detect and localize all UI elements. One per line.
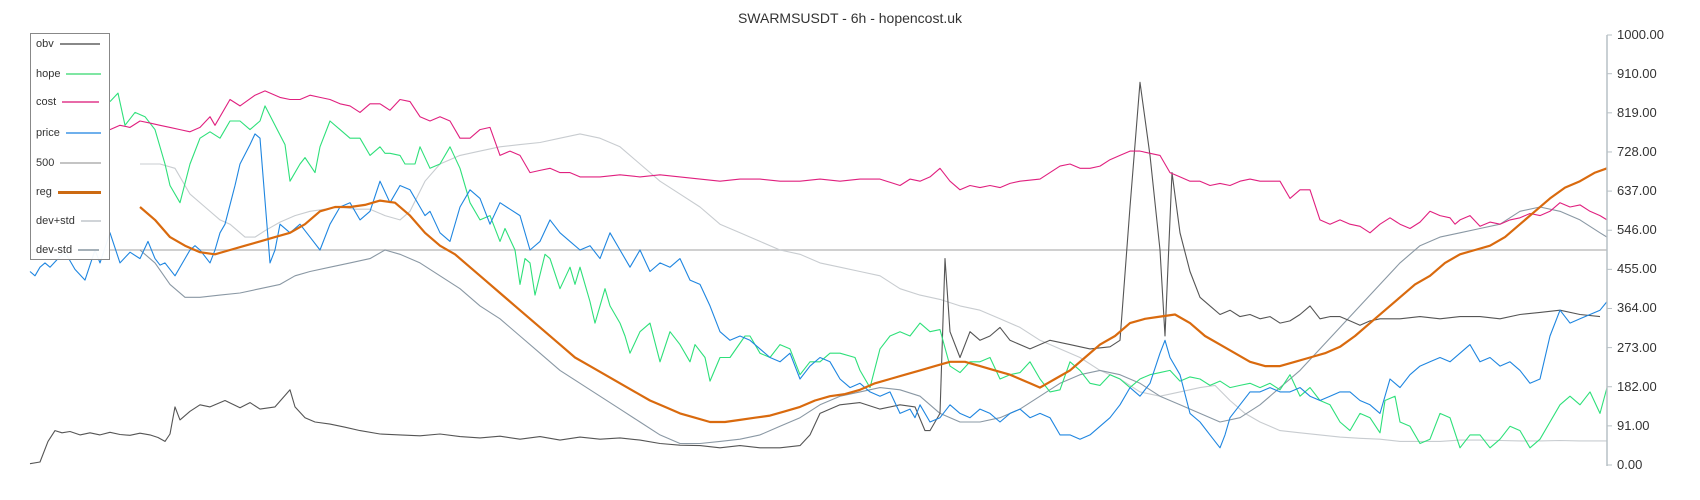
legend-item-dev-minus-std[interactable]: dev-std [36, 244, 100, 256]
y-tick-label: 546.00 [1617, 222, 1657, 238]
legend-swatch-dev-plus-std [80, 220, 101, 222]
y-tick-label: 728.00 [1617, 143, 1657, 159]
y-tick-label: 364.00 [1617, 300, 1657, 316]
legend-swatch-500 [60, 162, 102, 164]
legend-item-reg[interactable]: reg [36, 186, 101, 198]
y-tick-label: 637.00 [1617, 183, 1657, 199]
y-tick-label: 273.00 [1617, 339, 1657, 355]
legend-item-hope[interactable]: hope [36, 68, 102, 80]
series-reg [139, 167, 1608, 424]
legend-swatch-price [65, 132, 101, 134]
y-tick-label: 819.00 [1617, 104, 1657, 120]
legend-item-obv[interactable]: obv [36, 38, 100, 50]
series-dev-plus-std [140, 133, 1607, 442]
y-tick-label: 91.00 [1617, 417, 1650, 433]
legend: obv hope cost price 500 reg dev+std dev-… [30, 33, 110, 260]
series-obv [29, 81, 1601, 465]
y-tick-label: 910.00 [1617, 65, 1657, 81]
y-tick-label: 455.00 [1617, 261, 1657, 277]
y-axis-ticks [1607, 34, 1612, 466]
legend-item-500[interactable]: 500 [36, 157, 102, 169]
series-cost [109, 90, 1608, 234]
legend-item-dev-plus-std[interactable]: dev+std [36, 215, 101, 227]
legend-item-cost[interactable]: cost [36, 96, 100, 108]
series-price [29, 133, 1608, 449]
legend-swatch-hope [66, 73, 102, 75]
legend-item-price[interactable]: price [36, 127, 101, 139]
series-dev-std [139, 206, 1608, 445]
legend-swatch-obv [59, 43, 100, 45]
legend-swatch-cost [62, 101, 100, 103]
chart-title: SWARMSUSDT - 6h - hopencost.uk [737, 10, 963, 26]
legend-swatch-reg [57, 190, 101, 194]
legend-swatch-dev-minus-std [78, 249, 100, 251]
y-tick-label: 0.00 [1617, 457, 1643, 472]
series-hope [109, 92, 1608, 449]
series-layer [29, 81, 1608, 465]
y-tick-label: 182.00 [1617, 378, 1657, 394]
y-tick-label: 1000.00 [1617, 27, 1664, 42]
